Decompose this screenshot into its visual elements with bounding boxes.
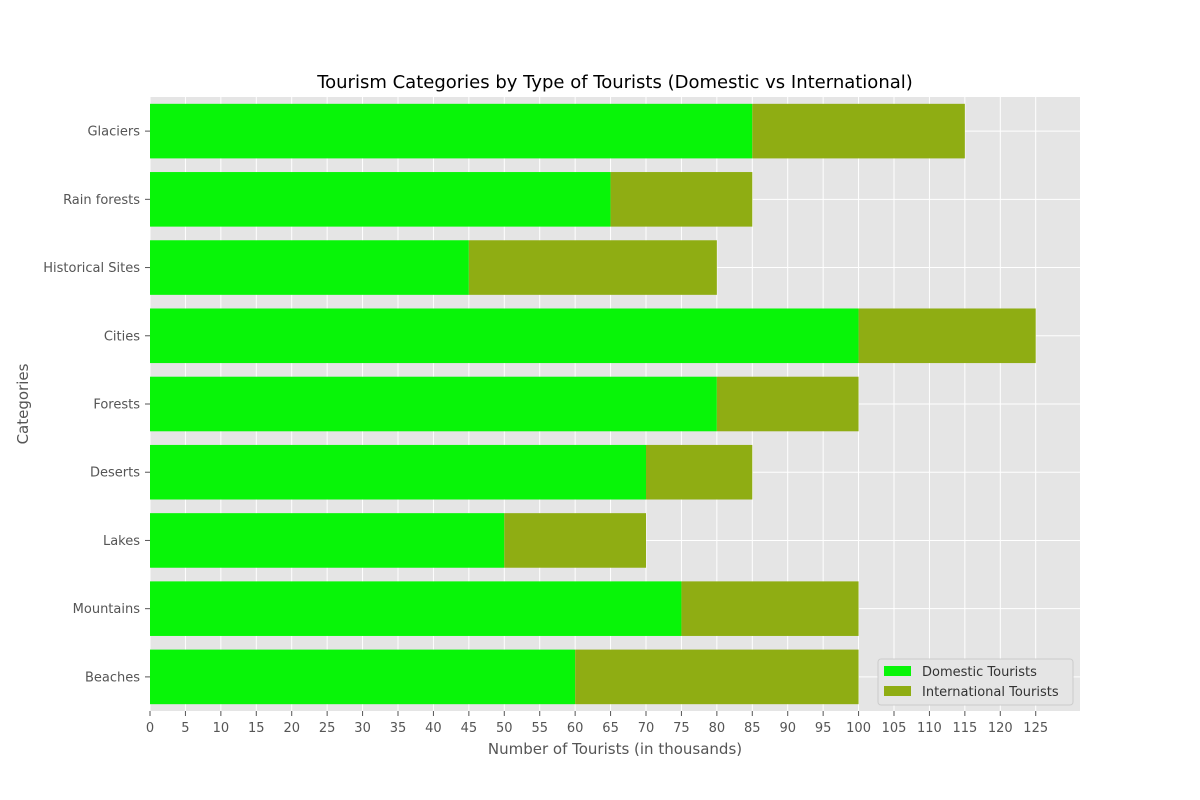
x-tick-label: 100 — [846, 721, 871, 736]
y-tick-label: Beaches — [85, 670, 140, 685]
bar-domestic — [150, 444, 646, 500]
bar-domestic — [150, 308, 859, 364]
x-tick-label: 120 — [988, 721, 1013, 736]
bar-international — [575, 649, 859, 705]
x-tick-label: 40 — [425, 721, 442, 736]
bar-domestic — [150, 240, 469, 295]
x-tick-label: 85 — [744, 721, 761, 736]
x-tick-label: 125 — [1023, 721, 1048, 736]
x-tick-label: 70 — [638, 721, 655, 736]
bar-domestic — [150, 649, 576, 705]
y-tick-label: Glaciers — [87, 125, 140, 140]
x-tick-label: 95 — [815, 721, 832, 736]
x-axis-label: Number of Tourists (in thousands) — [488, 740, 742, 758]
x-tick-label: 50 — [496, 721, 513, 736]
x-tick-label: 35 — [390, 721, 407, 736]
x-tick-label: 0 — [146, 721, 154, 736]
x-tick-label: 45 — [461, 721, 478, 736]
y-tick-label: Historical Sites — [43, 261, 140, 276]
bar-domestic — [150, 513, 505, 568]
x-tick-label: 55 — [531, 721, 548, 736]
bar-international — [504, 513, 646, 568]
x-tick-label: 25 — [319, 721, 336, 736]
y-tick-label: Lakes — [103, 534, 140, 549]
y-tick-label: Cities — [104, 329, 140, 344]
bar-international — [858, 308, 1036, 364]
y-tick-label: Forests — [93, 398, 140, 413]
legend-swatch-domestic — [884, 666, 911, 676]
x-tick-label: 15 — [248, 721, 265, 736]
bar-international — [681, 581, 859, 636]
legend-swatch-international — [884, 686, 911, 696]
x-axis-ticks: 0 5 10 15 20 25 30 35 40 45 50 55 60 65 70 75 80 85 90 95 10… — [146, 711, 1048, 736]
x-tick-label: 65 — [602, 721, 619, 736]
x-tick-label: 5 — [181, 721, 189, 736]
y-axis-label: Categories — [14, 363, 32, 444]
legend-label-international: International Tourists — [922, 685, 1059, 700]
bar-domestic — [150, 376, 717, 432]
bar-domestic — [150, 103, 753, 159]
legend: Domestic Tourists International Tourists — [877, 658, 1074, 706]
x-tick-label: 110 — [917, 721, 942, 736]
y-tick-label: Mountains — [73, 602, 141, 617]
y-tick-label: Deserts — [90, 466, 140, 481]
chart-title: Tourism Categories by Type of Tourists (… — [316, 72, 913, 93]
bar-international — [610, 172, 753, 227]
x-tick-label: 75 — [673, 721, 690, 736]
bar-domestic — [150, 172, 611, 227]
bar-international — [646, 444, 753, 500]
x-tick-label: 10 — [213, 721, 230, 736]
bars — [150, 103, 1036, 705]
x-tick-label: 30 — [354, 721, 371, 736]
legend-label-domestic: Domestic Tourists — [922, 665, 1037, 680]
legend-box — [877, 658, 1074, 706]
x-tick-label: 60 — [567, 721, 584, 736]
y-axis-ticks: Beaches Mountains Lakes Deserts Forests Citie… — [43, 125, 150, 685]
x-tick-label: 20 — [283, 721, 300, 736]
bar-international — [716, 376, 859, 432]
x-tick-label: 105 — [882, 721, 907, 736]
x-tick-label: 115 — [952, 721, 977, 736]
bar-international — [468, 240, 717, 295]
x-tick-label: 90 — [779, 721, 796, 736]
x-tick-label: 80 — [709, 721, 726, 736]
bar-international — [752, 103, 965, 159]
bar-domestic — [150, 581, 682, 636]
y-tick-label: Rain forests — [63, 193, 140, 208]
